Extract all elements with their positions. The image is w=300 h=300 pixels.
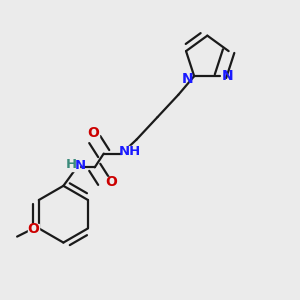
Bar: [88, 128, 99, 138]
Text: H: H: [65, 158, 76, 171]
Text: N: N: [182, 71, 194, 85]
Text: N: N: [74, 159, 86, 172]
Text: N: N: [221, 69, 233, 83]
Bar: [122, 146, 138, 157]
Text: O: O: [28, 221, 40, 236]
Bar: [28, 224, 39, 233]
Bar: [63, 159, 79, 171]
Text: NH: NH: [119, 145, 141, 158]
Text: O: O: [105, 175, 117, 189]
Bar: [106, 177, 117, 187]
Text: O: O: [87, 126, 99, 140]
